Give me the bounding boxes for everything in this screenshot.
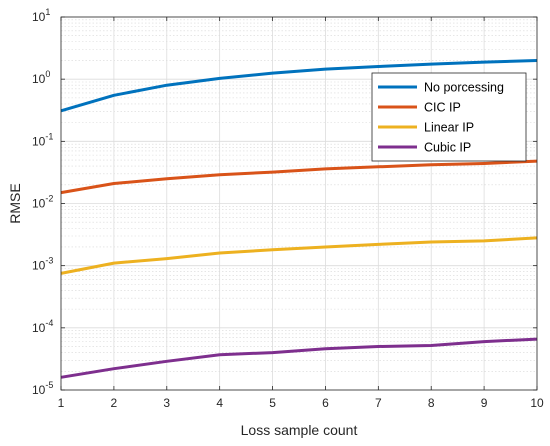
legend-label-4: Cubic IP [424, 141, 471, 155]
series-line-3 [60, 236, 538, 275]
y-tick-label: 100 [32, 69, 50, 86]
x-tick-label: 7 [375, 396, 382, 410]
y-tick-label: 10-5 [32, 380, 53, 397]
x-tick-label: 2 [111, 396, 118, 410]
series-line-1 [60, 59, 538, 113]
series-line-4 [60, 337, 538, 379]
y-tick-label: 10-1 [32, 131, 53, 148]
x-tick-label: 10 [530, 396, 544, 410]
x-ticks: 1 2 3 4 5 6 7 8 9 10 [58, 17, 544, 410]
series-lines [60, 59, 538, 379]
x-tick-label: 3 [163, 396, 170, 410]
y-tick-label: 10-2 [32, 194, 53, 211]
y-ticks: 10-5 10-4 10-3 10-2 10-1 100 101 [32, 7, 537, 397]
x-tick-label: 8 [428, 396, 435, 410]
legend-label-1: No porcessing [424, 81, 504, 95]
y-axis-title: RMSE [7, 183, 23, 223]
legend-label-2: CIC IP [424, 101, 461, 115]
x-tick-label: 6 [322, 396, 329, 410]
y-tick-label: 10-4 [32, 318, 53, 335]
legend-label-3: Linear IP [424, 121, 474, 135]
x-tick-label: 1 [58, 396, 65, 410]
y-tick-label: 10-3 [32, 256, 53, 273]
series-line-2 [60, 159, 538, 195]
y-tick-label: 101 [32, 7, 50, 24]
legend: No porcessing CIC IP Linear IP Cubic IP [371, 72, 527, 162]
x-tick-label: 4 [216, 396, 223, 410]
x-axis-title: Loss sample count [241, 422, 358, 438]
x-tick-label: 5 [269, 396, 276, 410]
x-tick-label: 9 [481, 396, 488, 410]
